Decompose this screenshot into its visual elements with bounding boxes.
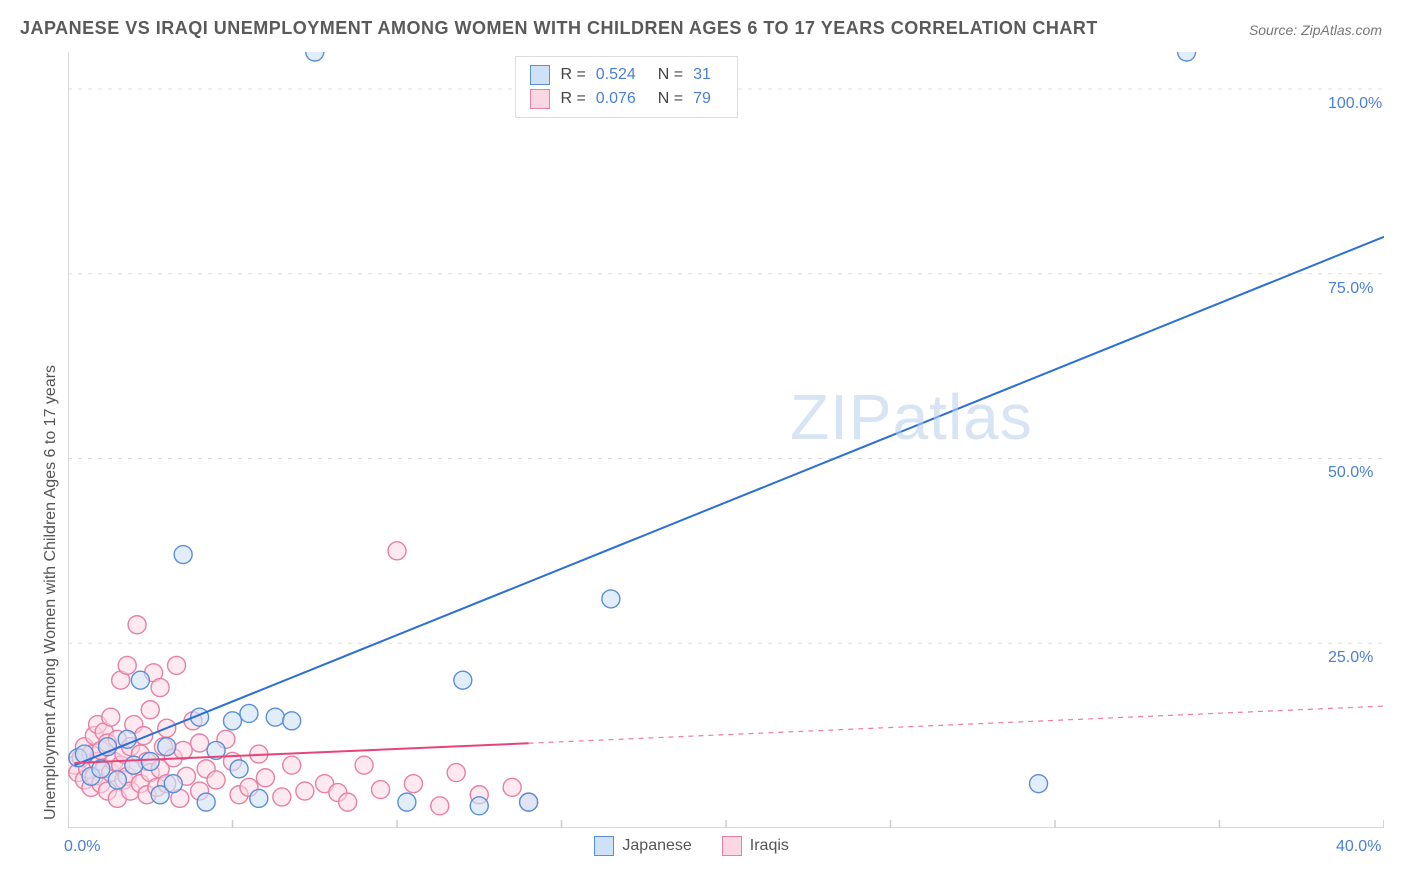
legend-item: Iraqis [722, 836, 789, 856]
plot-area [68, 52, 1384, 828]
axis-tick-label: 25.0% [1328, 649, 1373, 667]
axis-tick-label: 40.0% [1336, 838, 1381, 856]
legend-swatch [594, 836, 614, 856]
legend-r-label: R = [560, 66, 585, 84]
axis-tick-label: 100.0% [1328, 95, 1382, 113]
legend-row: R = 0.076 N = 79 [530, 87, 723, 111]
legend-r-value: 0.524 [596, 66, 648, 84]
y-axis-label: Unemployment Among Women with Children A… [42, 365, 60, 820]
legend-r-label: R = [560, 90, 585, 108]
legend-series-label: Iraqis [750, 837, 789, 855]
series-legend: Japanese Iraqis [594, 836, 789, 856]
legend-item: Japanese [594, 836, 691, 856]
axis-tick-label: 50.0% [1328, 464, 1373, 482]
legend-swatch [530, 89, 550, 109]
legend-r-value: 0.076 [596, 90, 648, 108]
legend-n-value: 79 [693, 90, 723, 108]
correlation-chart: JAPANESE VS IRAQI UNEMPLOYMENT AMONG WOM… [0, 0, 1406, 892]
correlation-legend: R = 0.524 N = 31 R = 0.076 N = 79 [515, 56, 738, 118]
legend-row: R = 0.524 N = 31 [530, 63, 723, 87]
legend-swatch [722, 836, 742, 856]
legend-swatch [530, 65, 550, 85]
source-attribution: Source: ZipAtlas.com [1249, 22, 1382, 38]
legend-series-label: Japanese [622, 837, 691, 855]
legend-n-value: 31 [693, 66, 723, 84]
axis-tick-label: 0.0% [64, 838, 100, 856]
chart-title: JAPANESE VS IRAQI UNEMPLOYMENT AMONG WOM… [20, 18, 1098, 39]
legend-n-label: N = [658, 90, 683, 108]
legend-n-label: N = [658, 66, 683, 84]
axis-tick-label: 75.0% [1328, 280, 1373, 298]
